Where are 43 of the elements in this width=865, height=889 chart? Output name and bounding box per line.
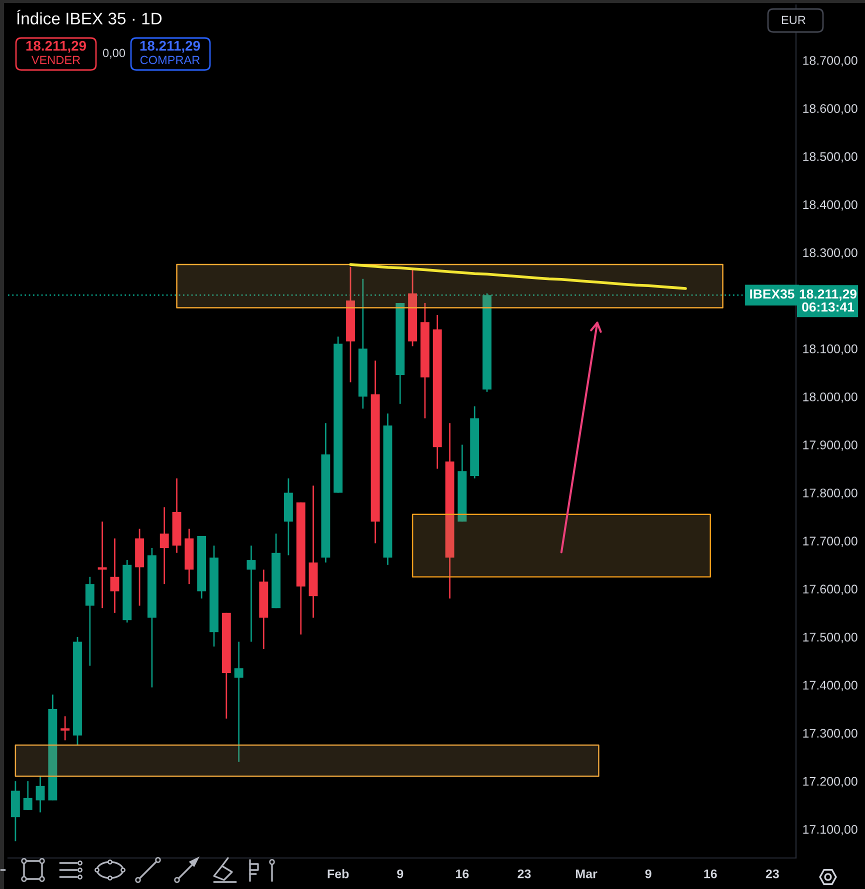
y-tick-label: 18.100,00 <box>803 344 858 355</box>
y-tick-label: 18.300,00 <box>803 248 858 259</box>
candlestick <box>85 576 94 666</box>
y-tick-label: 17.400,00 <box>803 680 858 692</box>
y-tick-label: 17.900,00 <box>803 440 858 451</box>
candlestick <box>23 780 32 811</box>
y-tick-label: 17.300,00 <box>803 728 858 740</box>
annotation: VENDER <box>31 56 80 64</box>
annotation: IBEX35 <box>750 289 794 299</box>
x-tick-label: 9 <box>645 869 652 878</box>
candlestick <box>36 776 45 814</box>
y-tick-label: 18.500,00 <box>803 152 858 163</box>
line-series <box>349 263 687 290</box>
annotation: COMPRAR <box>140 56 200 64</box>
x-tick-label: 9 <box>397 869 404 878</box>
x-tick-label: 23 <box>518 869 531 878</box>
y-tick-label: 18.700,00 <box>803 56 858 66</box>
y-tick-label: 17.800,00 <box>803 488 858 499</box>
candlestick <box>160 506 169 585</box>
y-tick-label: 17.500,00 <box>803 632 858 644</box>
chart-title: Índice IBEX 35 · 1D <box>17 10 162 24</box>
candlestick <box>110 538 120 614</box>
candlestick <box>234 641 244 763</box>
x-tick-label: Feb <box>328 869 349 878</box>
x-tick-label: Mar <box>576 870 598 878</box>
text: 06:13:41 <box>802 302 854 312</box>
y-tick-label: 17.200,00 <box>803 776 858 788</box>
x-tick-label: 16 <box>456 869 469 878</box>
y-tick-label: 18.600,00 <box>803 104 858 114</box>
annotation: 18.211,29 <box>26 40 86 53</box>
annotation: 0,00 <box>102 48 126 59</box>
y-tick-label: 18.000,00 <box>803 392 858 403</box>
y-tick-label: 17.100,00 <box>803 824 858 836</box>
y-tick-label: 18.400,00 <box>803 200 858 211</box>
annotation: 18.211,29 <box>140 40 200 53</box>
y-tick-label: 17.700,00 <box>803 536 858 547</box>
candlestick <box>60 716 70 741</box>
x-tick-label: 16 <box>704 869 717 878</box>
candlestick <box>246 544 256 642</box>
annotation: EUR <box>782 16 806 24</box>
y-tick-label: 17.600,00 <box>803 584 858 596</box>
ref-line-label: 18.211,29 <box>800 289 856 301</box>
x-tick-label: 23 <box>766 869 779 878</box>
